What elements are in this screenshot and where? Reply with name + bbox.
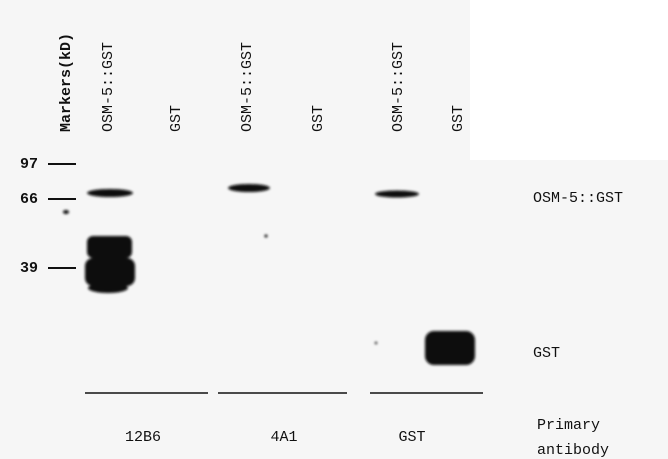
lane-header: OSM-5::GST [239,42,256,132]
lane-header: OSM-5::GST [390,42,407,132]
blank-area [470,0,668,160]
lane-header: GST [168,105,185,132]
band-label: GST [533,345,560,362]
antibody-title: antibody [537,442,609,459]
antibody-label: GST [398,429,425,446]
band-label: OSM-5::GST [533,190,623,207]
antibody-label: 4A1 [270,429,297,446]
marker-label: 66 [20,191,38,208]
antibody-title: Primary [537,417,600,434]
bands [63,184,475,365]
marker-label: 39 [20,260,38,277]
marker-label: 97 [20,156,38,173]
antibody-label: 12B6 [125,429,161,446]
lane-header: Markers(kD) [58,33,75,132]
marker-ticks [48,163,76,269]
lane-header: GST [310,105,327,132]
lane-header: OSM-5::GST [100,42,117,132]
lane-header: GST [450,105,467,132]
